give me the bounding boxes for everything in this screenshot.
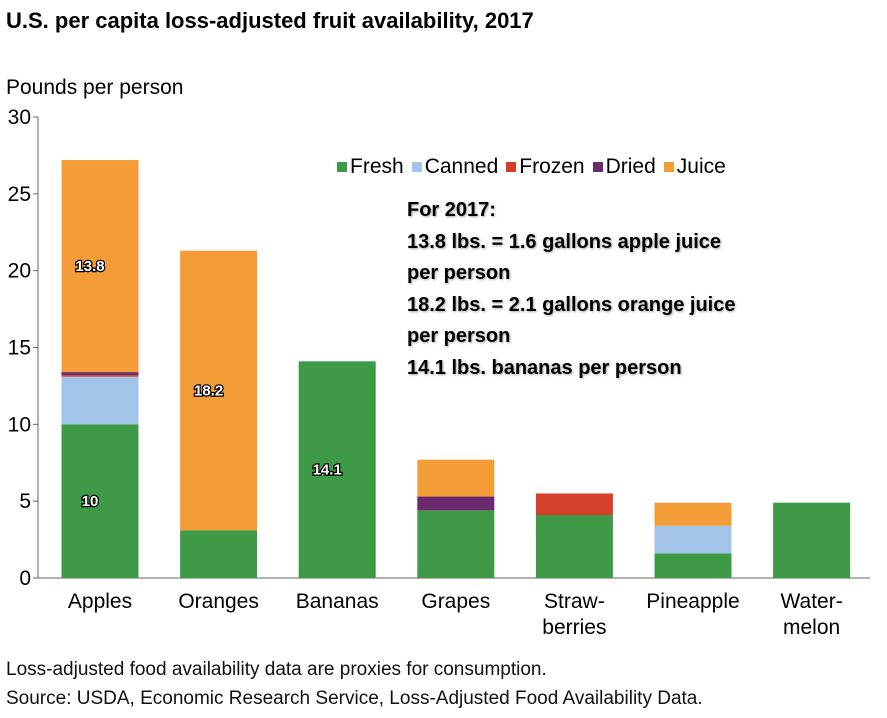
legend-swatch bbox=[506, 162, 517, 172]
legend-label: Fresh bbox=[350, 155, 404, 178]
legend-item-canned: Canned bbox=[411, 155, 499, 179]
bar-segment-juice bbox=[61, 160, 139, 373]
x-tick-label: Water- bbox=[780, 590, 842, 613]
x-tick-label: Bananas bbox=[296, 590, 379, 613]
x-tick-label: Pineapple bbox=[646, 590, 739, 613]
y-tick-label: 20 bbox=[8, 260, 31, 283]
annotation-line: 13.8 lbs. = 1.6 gallons apple juice bbox=[407, 230, 722, 253]
x-tick-label: Grapes bbox=[421, 590, 490, 613]
legend-label: Juice bbox=[676, 155, 726, 178]
legend-item-dried: Dried bbox=[592, 155, 656, 179]
footer-source: Source: USDA, Economic Research Service,… bbox=[6, 688, 703, 709]
legend-item-fresh: Fresh bbox=[337, 155, 404, 179]
bar-segment-juice bbox=[417, 459, 495, 497]
bar-segment-frozen bbox=[535, 493, 613, 515]
y-tick-label: 10 bbox=[8, 413, 31, 436]
bar-segment-fresh bbox=[298, 361, 376, 578]
annotation-line: per person bbox=[407, 325, 511, 347]
legend-label: Dried bbox=[605, 155, 656, 178]
bar-segment-fresh bbox=[654, 553, 732, 578]
data-label: 14.1 bbox=[313, 462, 342, 479]
bar-segment-fresh bbox=[773, 502, 851, 578]
legend-swatch bbox=[592, 162, 603, 172]
footer-note: Loss-adjusted food availability data are… bbox=[6, 659, 547, 680]
x-tick-label: Straw- bbox=[544, 590, 605, 613]
y-tick-label: 30 bbox=[8, 106, 31, 129]
bar-segment-fresh bbox=[535, 514, 613, 578]
legend-label: Canned bbox=[424, 155, 499, 178]
bar-segment-canned bbox=[654, 525, 732, 554]
data-label: 18.2 bbox=[194, 383, 223, 400]
data-label: 13.8 bbox=[75, 258, 104, 275]
bar-segment-canned bbox=[61, 376, 139, 425]
y-tick-label: 15 bbox=[8, 337, 31, 360]
legend-swatch bbox=[411, 162, 422, 172]
y-tick-label: 5 bbox=[19, 490, 31, 513]
annotation-line: For 2017: bbox=[407, 199, 496, 221]
annotation-box: For 2017: 13.8 lbs. = 1.6 gallons apple … bbox=[407, 195, 735, 384]
chart-title: U.S. per capita loss-adjusted fruit avai… bbox=[6, 8, 534, 33]
x-tick-label: Apples bbox=[68, 590, 132, 613]
y-axis-label: Pounds per person bbox=[6, 76, 184, 99]
legend-item-juice: Juice bbox=[663, 155, 726, 179]
bar-segment-dried bbox=[417, 496, 495, 511]
bar-segment-juice bbox=[654, 502, 732, 526]
y-tick-label: 25 bbox=[8, 183, 31, 206]
chart-legend: Fresh Canned Frozen Dried Juice bbox=[337, 155, 726, 179]
bar-segment-juice bbox=[180, 250, 258, 531]
x-tick-label: berries bbox=[542, 616, 606, 639]
x-tick-label: Oranges bbox=[178, 590, 259, 613]
x-tick-label: melon bbox=[783, 616, 840, 639]
bar-segment-fresh bbox=[180, 530, 258, 578]
annotation-line: 18.2 lbs. = 2.1 gallons orange juice bbox=[407, 293, 736, 316]
annotation-line: 14.1 lbs. bananas per person bbox=[407, 356, 682, 379]
bar-segment-frozen bbox=[61, 375, 139, 377]
bar-segment-dried bbox=[61, 372, 139, 376]
legend-swatch bbox=[337, 162, 347, 172]
bar-segment-fresh bbox=[417, 510, 495, 578]
legend-swatch bbox=[663, 162, 674, 172]
y-tick-label: 0 bbox=[19, 567, 31, 590]
bar-segment-fresh bbox=[61, 424, 139, 578]
legend-label: Frozen bbox=[519, 155, 585, 178]
annotation-line: per person bbox=[407, 262, 511, 284]
data-label: 10 bbox=[82, 493, 99, 510]
legend-item-frozen: Frozen bbox=[506, 155, 585, 179]
